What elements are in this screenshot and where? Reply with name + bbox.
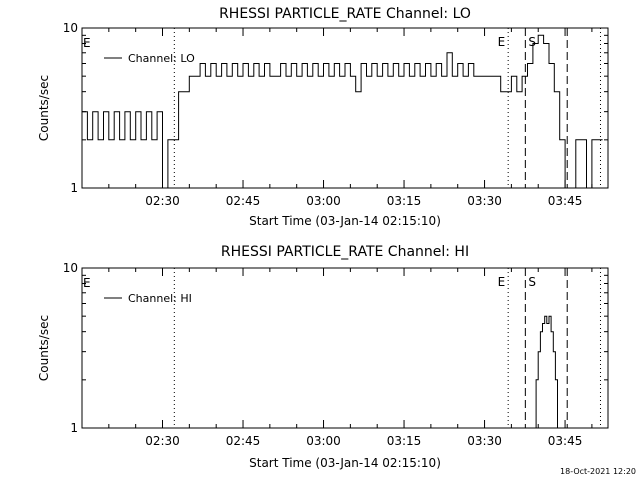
y-tick-label: 1 xyxy=(70,181,78,195)
y-tick-label: 10 xyxy=(63,21,78,35)
x-tick-label: 02:45 xyxy=(226,194,261,208)
marker-label: S xyxy=(528,35,536,49)
x-axis-label: Start Time (03-Jan-14 02:15:10) xyxy=(249,456,441,470)
corner-label: E xyxy=(83,36,91,50)
marker-label: E xyxy=(498,35,506,49)
y-tick-label: 10 xyxy=(63,261,78,275)
x-tick-label: 03:30 xyxy=(467,434,502,448)
x-tick-label: 03:15 xyxy=(387,434,422,448)
marker-label: E xyxy=(498,275,506,289)
x-tick-label: 03:15 xyxy=(387,194,422,208)
panel-lo: RHESSI PARTICLE_RATE Channel: LO Start Ti… xyxy=(37,6,609,228)
x-tick-label: 03:45 xyxy=(548,434,583,448)
y-axis-label: Counts/sec xyxy=(37,75,51,141)
plot-frame xyxy=(81,267,609,429)
x-tick-label: 02:30 xyxy=(145,194,180,208)
x-tick-label: 03:30 xyxy=(467,194,502,208)
marker-label: S xyxy=(528,275,536,289)
legend-label: Channel: HI xyxy=(128,292,192,305)
x-tick-label: 02:30 xyxy=(145,434,180,448)
x-tick-label: 03:00 xyxy=(306,194,341,208)
x-tick-label: 03:45 xyxy=(548,194,583,208)
plot-frame xyxy=(81,27,609,189)
x-tick-label: 03:00 xyxy=(306,434,341,448)
series-line xyxy=(533,315,560,429)
legend-label: Channel: LO xyxy=(128,52,195,65)
panel-hi: RHESSI PARTICLE_RATE Channel: HI Start Ti… xyxy=(37,244,609,470)
corner-label: E xyxy=(83,276,91,290)
y-tick-label: 1 xyxy=(70,421,78,435)
series-line xyxy=(82,34,603,189)
footer-timestamp: 18-Oct-2021 12:20 xyxy=(560,467,636,476)
y-axis-label: Counts/sec xyxy=(37,315,51,381)
chart-title: RHESSI PARTICLE_RATE Channel: LO xyxy=(219,6,471,22)
x-tick-label: 02:45 xyxy=(226,434,261,448)
chart-title: RHESSI PARTICLE_RATE Channel: HI xyxy=(221,244,469,260)
x-axis-label: Start Time (03-Jan-14 02:15:10) xyxy=(249,214,441,228)
